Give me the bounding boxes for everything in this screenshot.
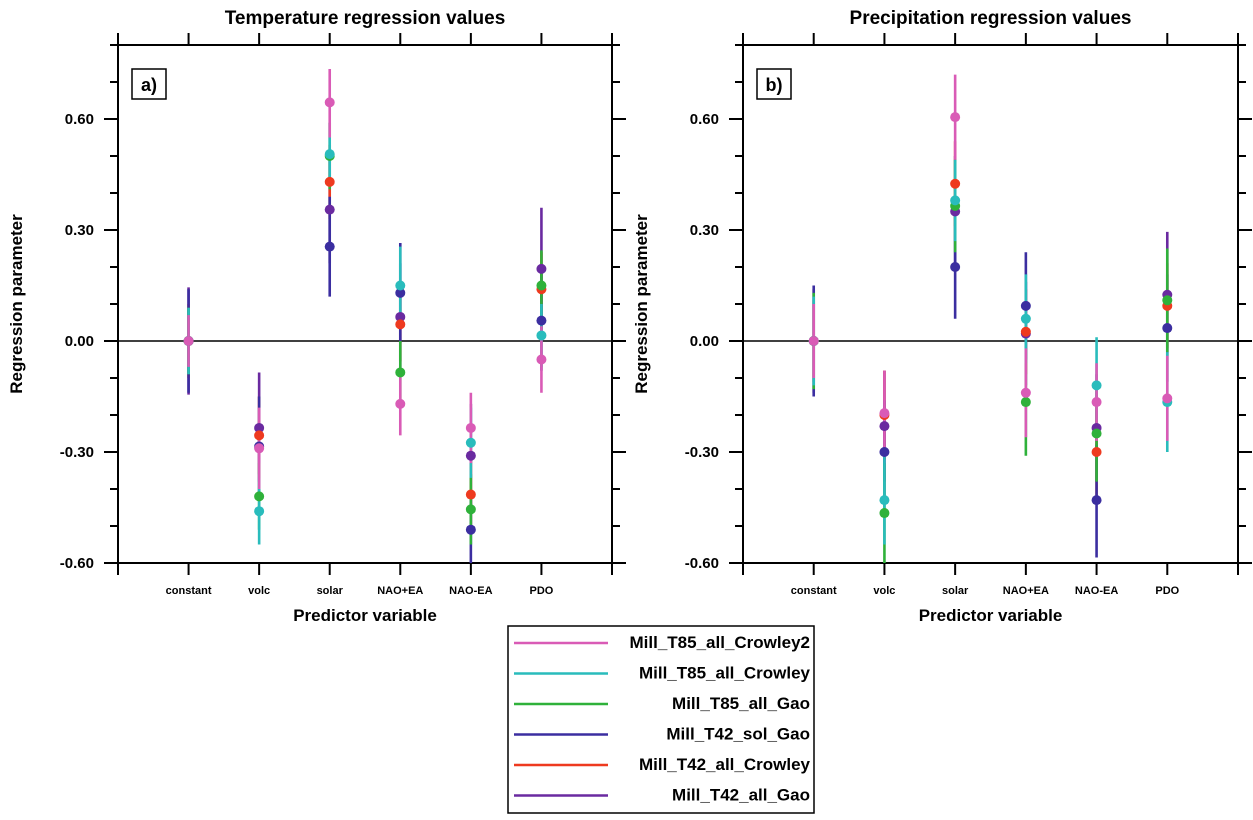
panel-label: a) bbox=[141, 75, 157, 95]
legend-frame bbox=[507, 625, 815, 814]
data-point bbox=[1020, 313, 1031, 324]
data-point bbox=[324, 149, 335, 160]
chart-panel-a: Temperature regression values 0.60 0.30 0.0… bbox=[7, 8, 626, 625]
x-tick-label: constant bbox=[791, 585, 837, 597]
y-axis-label: Regression parameter bbox=[7, 214, 26, 394]
x-tick-label: volc bbox=[873, 585, 895, 597]
data-point bbox=[879, 447, 890, 457]
data-point bbox=[324, 241, 335, 252]
y-tick-label: 0.60 bbox=[690, 111, 719, 128]
y-tick-label: -0.30 bbox=[685, 444, 719, 461]
data-point bbox=[879, 421, 890, 432]
chart-panel-b: Precipitation regression values 0.60 0.30 0… bbox=[632, 8, 1252, 625]
data-point bbox=[395, 287, 406, 298]
data-point bbox=[1020, 300, 1031, 311]
data-point bbox=[879, 508, 890, 519]
data-point bbox=[950, 178, 961, 189]
data-point bbox=[395, 311, 406, 322]
y-tick-label: -0.30 bbox=[60, 444, 94, 461]
legend-label: Mill_T42_sol_Gao bbox=[666, 725, 810, 744]
data-point bbox=[950, 195, 961, 206]
data-point bbox=[536, 280, 547, 291]
legend-label: Mill_T42_all_Gao bbox=[672, 786, 810, 805]
data-point bbox=[1020, 387, 1031, 398]
data-point bbox=[395, 319, 406, 330]
x-tick-label: PDO bbox=[530, 585, 554, 597]
panel-label: b) bbox=[766, 75, 783, 95]
data-point bbox=[1162, 295, 1173, 306]
data-point bbox=[1091, 428, 1102, 439]
data-point bbox=[465, 450, 476, 461]
data-point bbox=[536, 315, 547, 326]
data-point bbox=[254, 506, 265, 517]
y-tick-label: 0.00 bbox=[65, 333, 94, 350]
data-point bbox=[1091, 380, 1102, 391]
data-point bbox=[536, 263, 547, 274]
data-point bbox=[183, 336, 194, 346]
data-point bbox=[1091, 447, 1102, 457]
data-point bbox=[879, 408, 890, 419]
data-point bbox=[465, 504, 476, 515]
x-axis-label: Predictor variable bbox=[919, 606, 1063, 625]
legend-label: Mill_T85_all_Crowley bbox=[639, 664, 811, 683]
data-point bbox=[465, 437, 476, 448]
data-point bbox=[395, 280, 406, 291]
data-point bbox=[254, 422, 265, 433]
x-tick-label: PDO bbox=[1155, 585, 1179, 597]
x-tick-label: NAO-EA bbox=[1075, 585, 1118, 597]
legend-label: Mill_T85_all_Crowley2 bbox=[630, 633, 810, 652]
data-point bbox=[395, 398, 406, 409]
panel-label-box bbox=[131, 68, 167, 100]
data-point bbox=[254, 491, 265, 502]
y-tick-label: 0.30 bbox=[690, 222, 719, 239]
y-tick-label: 0.60 bbox=[65, 111, 94, 128]
x-tick-label: volc bbox=[248, 585, 270, 597]
data-point bbox=[536, 330, 547, 341]
y-tick-label: 0.00 bbox=[690, 333, 719, 350]
data-point bbox=[465, 489, 476, 500]
data-point bbox=[254, 443, 265, 454]
data-point bbox=[808, 336, 819, 346]
data-point bbox=[879, 495, 890, 506]
data-point bbox=[254, 430, 265, 441]
x-tick-label: solar bbox=[942, 585, 969, 597]
data-point bbox=[324, 204, 335, 215]
data-point bbox=[1162, 393, 1173, 404]
data-point bbox=[395, 367, 406, 378]
panel-label-box bbox=[756, 68, 792, 100]
data-point bbox=[950, 262, 961, 272]
x-tick-label: NAO+EA bbox=[377, 585, 423, 597]
chart-title: Precipitation regression values bbox=[850, 8, 1132, 29]
x-tick-label: constant bbox=[166, 585, 212, 597]
y-axis-label: Regression parameter bbox=[632, 214, 651, 394]
x-tick-label: solar bbox=[317, 585, 344, 597]
y-tick-label: 0.30 bbox=[65, 222, 94, 239]
data-point bbox=[1020, 397, 1031, 408]
data-point bbox=[465, 422, 476, 433]
data-point bbox=[1162, 323, 1173, 334]
x-tick-label: NAO-EA bbox=[449, 585, 492, 597]
legend-label: Mill_T42_all_Crowley bbox=[639, 755, 811, 774]
y-tick-label: -0.60 bbox=[685, 555, 719, 572]
data-point bbox=[324, 176, 335, 187]
data-point bbox=[1091, 397, 1102, 408]
data-point bbox=[536, 354, 547, 365]
x-tick-label: NAO+EA bbox=[1003, 585, 1049, 597]
legend: Mill_T85_all_Crowley2 Mill_T85_all_Crowle… bbox=[507, 625, 815, 814]
data-point bbox=[950, 112, 961, 123]
legend-label: Mill_T85_all_Gao bbox=[672, 694, 810, 713]
chart-title: Temperature regression values bbox=[225, 8, 506, 29]
plot-frame bbox=[117, 44, 613, 564]
data-point bbox=[1020, 326, 1031, 337]
x-axis-label: Predictor variable bbox=[293, 606, 437, 625]
data-point bbox=[465, 524, 476, 535]
data-point bbox=[1091, 495, 1102, 506]
data-point bbox=[324, 97, 335, 108]
y-tick-label: -0.60 bbox=[60, 555, 94, 572]
